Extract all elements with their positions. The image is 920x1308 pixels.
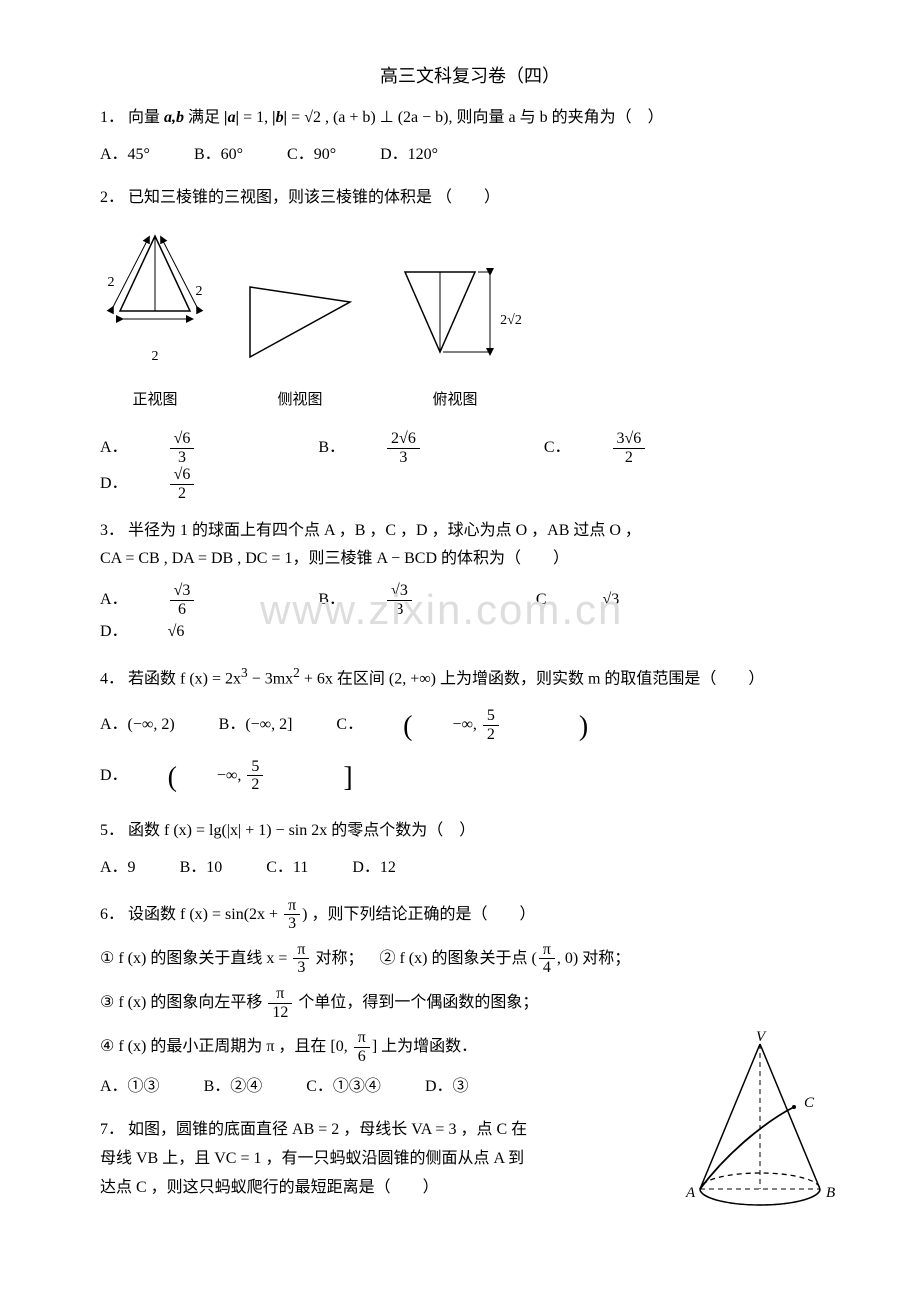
q3-opt-a: A．√36 [100,582,274,618]
q1-label: 1． [100,109,124,126]
q5-text: 函数 f (x) = lg(|x| + 1) − sin 2x 的零点个数为（ … [128,822,475,839]
q5-options: A．9 B．10 C．11 D．12 [100,854,840,883]
cone-a: A [685,1185,696,1201]
q5-label: 5． [100,822,124,839]
q4-s2: 2 [293,665,300,680]
q6-stmt-12: ① f (x) 的图象关于直线 x = π3 对称； ② f (x) 的图象关于… [100,941,840,977]
q1-options: A．45° B．60° C．90° D．120° [100,141,840,170]
q4-ta: 若函数 f (x) = 2x [128,670,241,687]
q6-opt-d: D．③ [425,1073,469,1102]
q5-opt-b: B．10 [180,854,223,883]
q4-opt-d: D．(−∞, 52] [100,753,393,803]
q6-ta: 设函数 f (x) = sin(2x + [128,905,282,922]
front-view: 2 2 2 正视图 [100,221,210,414]
q1-text-b: 满足 [188,109,220,126]
q6-label: 6． [100,905,124,922]
front-label: 正视图 [100,387,210,414]
cone-v: V [756,1029,767,1045]
question-1: 1． 向量 a,b 满足 |a| = 1, |b| = √2 , (a + b)… [100,104,840,133]
question-6: 6． 设函数 f (x) = sin(2x + π3) ，则下列结论正确的是（ … [100,897,840,933]
q6-opt-c: C．①③④ [306,1073,381,1102]
q5-opt-d: D．12 [352,854,396,883]
cone-c: C [804,1095,815,1111]
q2-text: 已知三棱锥的三视图，则该三棱锥的体积是 （ ） [128,189,500,206]
q1-opt-c: C．90° [287,141,336,170]
side-view: 侧视图 [240,272,360,414]
q2-opt-d: D．√62 [100,466,274,502]
q4-s1: 3 [241,665,248,680]
q6-q7-block: ④ f (x) 的最小正周期为 π ，且在 [0, π6] 上为增函数． A．①… [100,1029,840,1202]
question-2: 2． 已知三棱锥的三视图，则该三棱锥的体积是 （ ） [100,184,840,213]
top-view: 2√2 俯视图 [390,257,520,414]
q4-opt-b: B．(−∞, 2] [219,711,293,740]
q5-opt-c: C．11 [266,854,308,883]
q1-vars: a,b [164,109,184,126]
front-dim-b: 2 [100,344,210,369]
q6-stmt-4: ④ f (x) 的最小正周期为 π ，且在 [0, π6] 上为增函数． [100,1029,620,1065]
q1-opt-d: D．120° [380,141,438,170]
q3-label: 3． [100,522,124,539]
q7-l2: 母线 VB 上，且 VC = 1 ，有一只蚂蚁沿圆锥的侧面从点 A 到 [100,1150,524,1167]
q6-options: A．①③ B．②④ C．①③④ D．③ [100,1073,620,1102]
q6-stmt-3: ③ f (x) 的图象向左平移 π12 个单位，得到一个偶函数的图象； [100,985,840,1021]
q4-label: 4． [100,670,124,687]
q3-opt-b: B．√33 [318,582,491,618]
q6-s4b: ] 上为增函数． [372,1038,477,1055]
q2-opt-c: C．3√62 [544,430,725,466]
q6-s3a: ③ f (x) 的图象向左平移 [100,994,266,1011]
q4-tb: − 3mx [252,670,293,687]
q1-mag-b: |b| [272,109,287,126]
q7-l3: 达点 C ，则这只蚂蚁爬行的最短距离是（ ） [100,1179,439,1196]
q6-tb: ) ，则下列结论正确的是（ ） [302,905,535,922]
q6-s1b: 对称； [311,950,363,967]
q6-s2a: ② f (x) 的图象关于点 ( [379,950,536,967]
q6-s4a: ④ f (x) 的最小正周期为 π ，且在 [0, [100,1038,352,1055]
q4-opt-a: A．(−∞, 2) [100,711,175,740]
question-3: 3． 半径为 1 的球面上有四个点 A ，B ，C ，D ，球心为点 O ，AB… [100,517,840,575]
top-label: 俯视图 [390,387,520,414]
side-view-svg [240,272,360,372]
q2-opt-b: B．2√63 [318,430,499,466]
question-4: 4． 若函数 f (x) = 2x3 − 3mx2 + 6x 在区间 (2, +… [100,661,840,694]
q1-eq1: = 1, [243,109,268,126]
q3-opt-c: C．√3 [536,586,659,615]
q7-l1: 如图，圆锥的底面直径 AB = 2 ，母线长 VA = 3 ，点 C 在 [128,1121,527,1138]
q6-s2b: , 0) 对称； [557,950,630,967]
q4-tc: + 6x 在区间 (2, +∞) 上为增函数，则实数 m 的取值范围是（ ） [304,670,765,687]
q2-options: A．√63 B．2√63 C．3√62 D．√62 [100,430,840,502]
cone-svg: V C A B [670,1029,850,1219]
q3-options: www.zixin.com.cn A．√36 B．√33 C．√3 D．√6 [100,582,840,647]
q3-opt-d: D．√6 [100,618,224,647]
question-5: 5． 函数 f (x) = lg(|x| + 1) − sin 2x 的零点个数… [100,817,840,846]
q4-options: A．(−∞, 2) B．(−∞, 2] C．((−∞, −∞, 52) D．(−… [100,702,840,803]
q5-opt-a: A．9 [100,854,136,883]
q1-opt-a: A．45° [100,141,150,170]
top-dim: 2√2 [446,308,576,333]
q2-opt-a: A．√63 [100,430,274,466]
q1-mag-a: |a| [224,109,239,126]
front-dim-r: 2 [144,279,254,304]
q3-text-a: 半径为 1 的球面上有四个点 A ，B ，C ，D ，球心为点 O ，AB 过点… [128,522,641,539]
q6-opt-b: B．②④ [204,1073,263,1102]
q6-s1a: ① f (x) 的图象关于直线 x = [100,950,291,967]
q3-text-b: CA = CB , DA = DB , DC = 1，则三棱锥 A − BCD … [100,550,569,567]
q2-label: 2． [100,189,124,206]
question-7: 7． 如图，圆锥的底面直径 AB = 2 ，母线长 VA = 3 ，点 C 在 … [100,1116,620,1202]
q1-opt-b: B．60° [194,141,243,170]
q6-s3b: 个单位，得到一个偶函数的图象； [294,994,538,1011]
q6-opt-a: A．①③ [100,1073,160,1102]
cone-b: B [826,1185,835,1201]
q1-eq2: = √2 , (a + b) ⊥ (2a − b), 则向量 a 与 b 的夹角… [291,109,663,126]
q1-text-a: 向量 [128,109,160,126]
q2-views: 2 2 2 正视图 侧视图 2√2 俯视图 [100,221,840,414]
side-label: 侧视图 [240,387,360,414]
q7-label: 7． [100,1121,124,1138]
q4-opt-c: C．((−∞, −∞, 52) [336,702,628,752]
page-title: 高三文科复习卷（四） [100,60,840,92]
cone-figure: V C A B [670,1029,850,1230]
